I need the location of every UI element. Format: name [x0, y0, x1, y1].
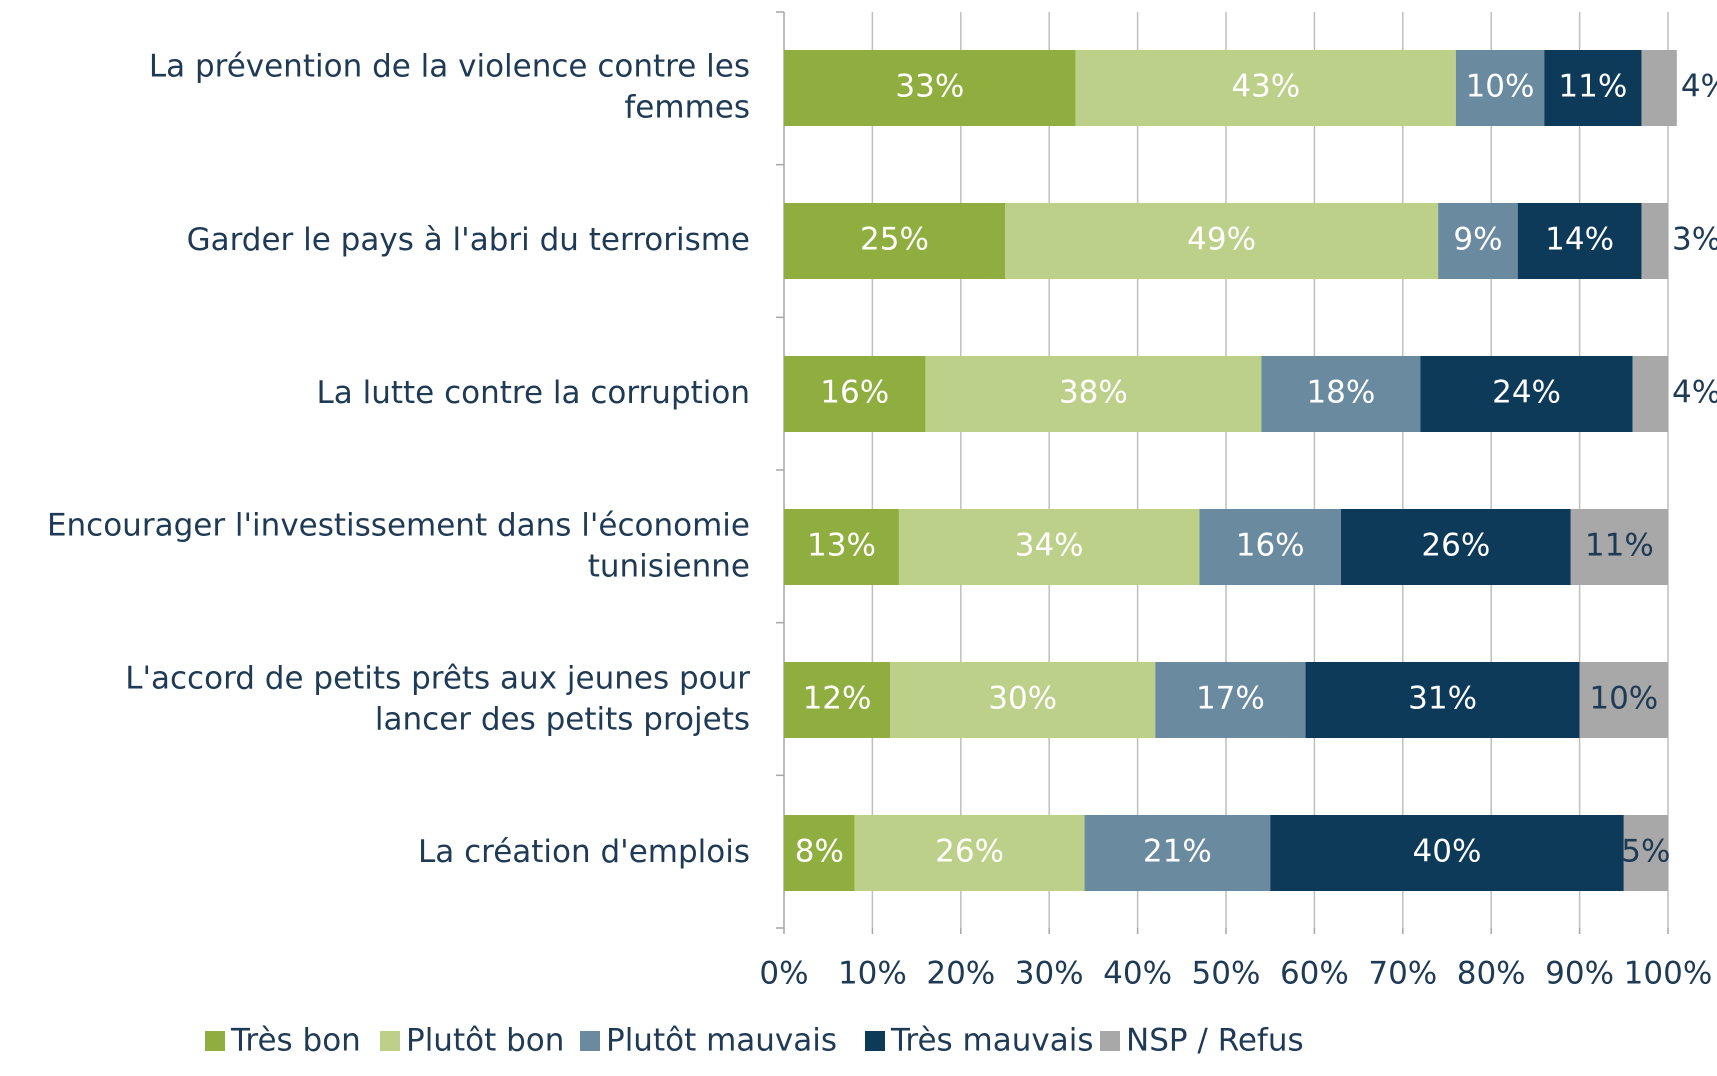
data-label: 38% — [1059, 375, 1128, 411]
data-label: 4% — [1672, 375, 1717, 411]
data-label: 31% — [1408, 681, 1477, 717]
data-label: 26% — [935, 834, 1004, 870]
x-tick-label: 0% — [759, 956, 808, 992]
data-label: 3% — [1672, 222, 1717, 258]
data-label: 43% — [1231, 69, 1300, 105]
category-label: L'accord de petits prêts aux jeunes pour… — [125, 660, 750, 737]
legend-label: Très bon — [230, 1023, 361, 1059]
x-tick-label: 100% — [1624, 956, 1713, 992]
bar-segment — [1455, 50, 1545, 126]
category-label: Encourager l'investissement dans l'écono… — [47, 507, 750, 584]
data-label: 13% — [807, 528, 876, 564]
data-label: 40% — [1413, 834, 1482, 870]
data-label: 49% — [1187, 222, 1256, 258]
data-label: 12% — [803, 681, 872, 717]
bar-segment — [1155, 662, 1306, 738]
x-tick-label: 70% — [1368, 956, 1437, 992]
x-tick-label: 60% — [1280, 956, 1349, 992]
bar-segment — [890, 662, 1156, 738]
x-tick-label: 40% — [1103, 956, 1172, 992]
category-line: tunisienne — [588, 548, 750, 584]
bar-segment — [1641, 50, 1677, 126]
bar-segment — [898, 509, 1200, 585]
bar-segment — [925, 356, 1262, 432]
data-label: 34% — [1015, 528, 1084, 564]
bar-segment — [1438, 203, 1518, 279]
category-line: La lutte contre la corruption — [316, 375, 750, 411]
category-line: La prévention de la violence contre les — [149, 48, 750, 84]
x-tick-label: 10% — [838, 956, 907, 992]
bar-segment — [784, 815, 855, 891]
data-label: 30% — [988, 681, 1057, 717]
legend-label: NSP / Refus — [1126, 1023, 1304, 1059]
x-tick-label: 20% — [926, 956, 995, 992]
legend-label: Plutôt mauvais — [606, 1023, 837, 1059]
bar-segment — [784, 356, 926, 432]
data-label: 10% — [1466, 69, 1535, 105]
bar-segment — [1579, 662, 1668, 738]
legend-swatch — [865, 1031, 885, 1051]
bar-segment — [1623, 815, 1668, 891]
bar-segment — [1544, 50, 1642, 126]
category-line: La création d'emplois — [418, 834, 750, 870]
bar-segment — [1340, 509, 1571, 585]
data-label: 26% — [1421, 528, 1490, 564]
data-label: 33% — [895, 69, 964, 105]
category-label: La lutte contre la corruption — [316, 375, 750, 411]
bar-segment — [784, 509, 899, 585]
category-label: Garder le pays à l'abri du terrorisme — [187, 222, 750, 258]
legend-swatch — [1100, 1031, 1120, 1051]
legend-swatch — [380, 1031, 400, 1051]
category-label: La prévention de la violence contre les f… — [149, 48, 750, 125]
category-line: femmes — [624, 89, 750, 125]
data-label: 24% — [1492, 375, 1561, 411]
bar-segment — [1075, 50, 1456, 126]
data-label: 25% — [860, 222, 929, 258]
bar-segment — [1632, 356, 1668, 432]
bar-segment — [1005, 203, 1439, 279]
data-label: 11% — [1585, 528, 1654, 564]
data-label: 5% — [1621, 834, 1670, 870]
bar-segment — [1305, 662, 1580, 738]
category-line: lancer des petits projets — [375, 701, 750, 737]
data-label: 18% — [1306, 375, 1375, 411]
bar-segment — [1641, 203, 1668, 279]
bar-segment — [1199, 509, 1341, 585]
category-line: L'accord de petits prêts aux jeunes pour — [125, 660, 750, 696]
data-label: 4% — [1681, 69, 1717, 105]
x-tick-label: 30% — [1015, 956, 1084, 992]
category-label: La création d'emplois — [418, 834, 750, 870]
bar-segment — [1084, 815, 1271, 891]
bar-segment — [1261, 356, 1421, 432]
bar-segment — [1420, 356, 1633, 432]
data-label: 11% — [1558, 69, 1627, 105]
data-label: 9% — [1453, 222, 1502, 258]
data-label: 10% — [1589, 681, 1658, 717]
bar-segment — [1570, 509, 1668, 585]
legend-swatch — [580, 1031, 600, 1051]
bar-segment — [1517, 203, 1642, 279]
legend-label: Très mauvais — [890, 1023, 1093, 1059]
data-label: 16% — [820, 375, 889, 411]
category-line: Encourager l'investissement dans l'écono… — [47, 507, 750, 543]
data-label: 14% — [1545, 222, 1614, 258]
category-line: Garder le pays à l'abri du terrorisme — [187, 222, 750, 258]
legend-swatch — [205, 1031, 225, 1051]
bar-segment — [784, 50, 1076, 126]
data-label: 21% — [1143, 834, 1212, 870]
x-tick-label: 90% — [1545, 956, 1614, 992]
bar-segment — [854, 815, 1085, 891]
data-label: 8% — [795, 834, 844, 870]
legend-label: Plutôt bon — [406, 1023, 564, 1059]
data-label: 16% — [1236, 528, 1305, 564]
bar-segment — [784, 662, 891, 738]
bar-segment — [784, 203, 1005, 279]
bar-segment — [1270, 815, 1624, 891]
data-label: 17% — [1196, 681, 1265, 717]
x-tick-label: 50% — [1192, 956, 1261, 992]
x-tick-label: 80% — [1457, 956, 1526, 992]
